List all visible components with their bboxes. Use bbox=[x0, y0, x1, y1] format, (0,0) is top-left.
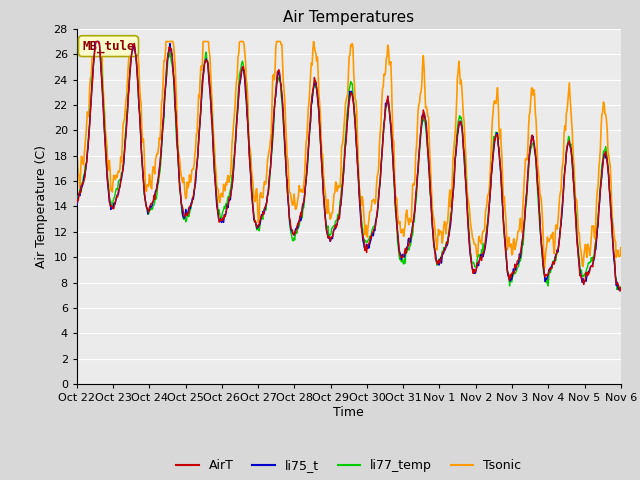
li75_t bbox=[83, 159, 90, 165]
li75_t bbox=[140, 177, 147, 183]
Tsonic bbox=[140, 136, 147, 142]
li77_temp bbox=[416, 148, 424, 154]
Line: li77_temp: li77_temp bbox=[77, 41, 621, 289]
Legend: AirT, li75_t, li77_temp, Tsonic: AirT, li75_t, li77_temp, Tsonic bbox=[171, 454, 527, 477]
Line: li75_t: li75_t bbox=[77, 41, 621, 291]
li77_temp bbox=[92, 38, 100, 44]
AirT bbox=[83, 159, 90, 165]
Title: Air Temperatures: Air Temperatures bbox=[284, 10, 414, 25]
Tsonic bbox=[431, 233, 439, 239]
li75_t bbox=[616, 288, 624, 294]
AirT bbox=[93, 38, 100, 44]
li77_temp bbox=[140, 177, 147, 183]
li77_temp bbox=[83, 160, 90, 166]
li77_temp bbox=[73, 194, 81, 200]
Line: AirT: AirT bbox=[77, 41, 621, 291]
li75_t bbox=[431, 250, 439, 255]
Y-axis label: Air Temperature (C): Air Temperature (C) bbox=[35, 145, 48, 268]
AirT bbox=[416, 145, 424, 151]
Tsonic bbox=[416, 100, 424, 106]
Tsonic bbox=[73, 149, 81, 155]
li75_t bbox=[73, 203, 81, 208]
Tsonic bbox=[541, 265, 548, 271]
AirT bbox=[140, 177, 147, 183]
Tsonic bbox=[617, 245, 625, 251]
li77_temp bbox=[613, 287, 621, 292]
li75_t bbox=[93, 38, 100, 44]
AirT bbox=[73, 200, 81, 206]
li77_temp bbox=[431, 251, 439, 257]
Tsonic bbox=[89, 38, 97, 44]
li75_t bbox=[195, 140, 202, 146]
li75_t bbox=[223, 202, 231, 207]
li77_temp bbox=[195, 134, 202, 140]
Line: Tsonic: Tsonic bbox=[77, 41, 621, 268]
li77_temp bbox=[617, 284, 625, 290]
Tsonic bbox=[83, 120, 90, 126]
AirT bbox=[617, 285, 625, 290]
li75_t bbox=[617, 286, 625, 292]
Tsonic bbox=[195, 92, 202, 98]
AirT bbox=[223, 204, 231, 210]
AirT bbox=[431, 256, 439, 262]
AirT bbox=[616, 288, 624, 294]
AirT bbox=[195, 138, 202, 144]
Text: MB_tule: MB_tule bbox=[82, 39, 135, 53]
X-axis label: Time: Time bbox=[333, 406, 364, 419]
li75_t bbox=[416, 144, 424, 150]
li77_temp bbox=[223, 197, 231, 203]
Tsonic bbox=[223, 176, 231, 181]
